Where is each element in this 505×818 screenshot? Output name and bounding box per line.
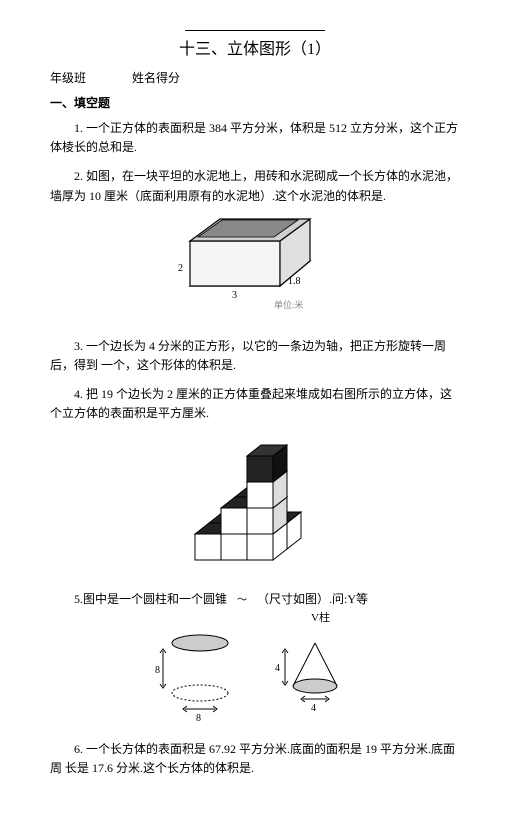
- cyl-dia: 8: [196, 713, 201, 724]
- question-5c: V柱: [50, 609, 460, 625]
- figure-cyl-cone: 8 8 4 4: [50, 631, 460, 726]
- question-2: 2. 如图，在一块平坦的水泥地上，用砖和水泥砌成一个长方体的水泥池，墙厚为 10…: [50, 167, 460, 205]
- question-5b: （尺寸如图）.问:Y等: [257, 590, 368, 607]
- page-title: 十三、立体图形（1）: [50, 35, 460, 59]
- question-5a: 5.图中是一个圆柱和一个圆锥: [50, 590, 227, 607]
- cyl-height: 8: [155, 665, 160, 676]
- fig2-width: 2: [178, 263, 183, 274]
- question-1: 1. 一个正方体的表面积是 384 平方分米，体积是 512 立方分米，这个正方…: [50, 119, 460, 157]
- section-1-head: 一、填空题: [50, 94, 460, 111]
- fig2-height: 1.8: [288, 276, 301, 287]
- question-6: 6. 一个长方体的表面积是 67.92 平方分米.底面的面积是 19 平方分米.…: [50, 740, 460, 778]
- figure-pool: 2 3 1.8 单位:米: [50, 216, 460, 325]
- fig2-unit: 单位:米: [274, 299, 304, 310]
- grade-label: 年级班: [50, 71, 86, 85]
- question-4: 4. 把 19 个边长为 2 厘米的正方体重叠起来堆成如右图所示的立方体，这个立…: [50, 385, 460, 423]
- cone-dia: 4: [311, 703, 316, 714]
- fig2-len: 3: [232, 290, 237, 301]
- name-label: 姓名得分: [132, 71, 180, 85]
- cone-height: 4: [275, 663, 280, 674]
- figure-cubes: [50, 434, 460, 578]
- question-3: 3. 一个边长为 4 分米的正方形，以它的一条边为轴，把正方形旋转一周后，得到 …: [50, 337, 460, 375]
